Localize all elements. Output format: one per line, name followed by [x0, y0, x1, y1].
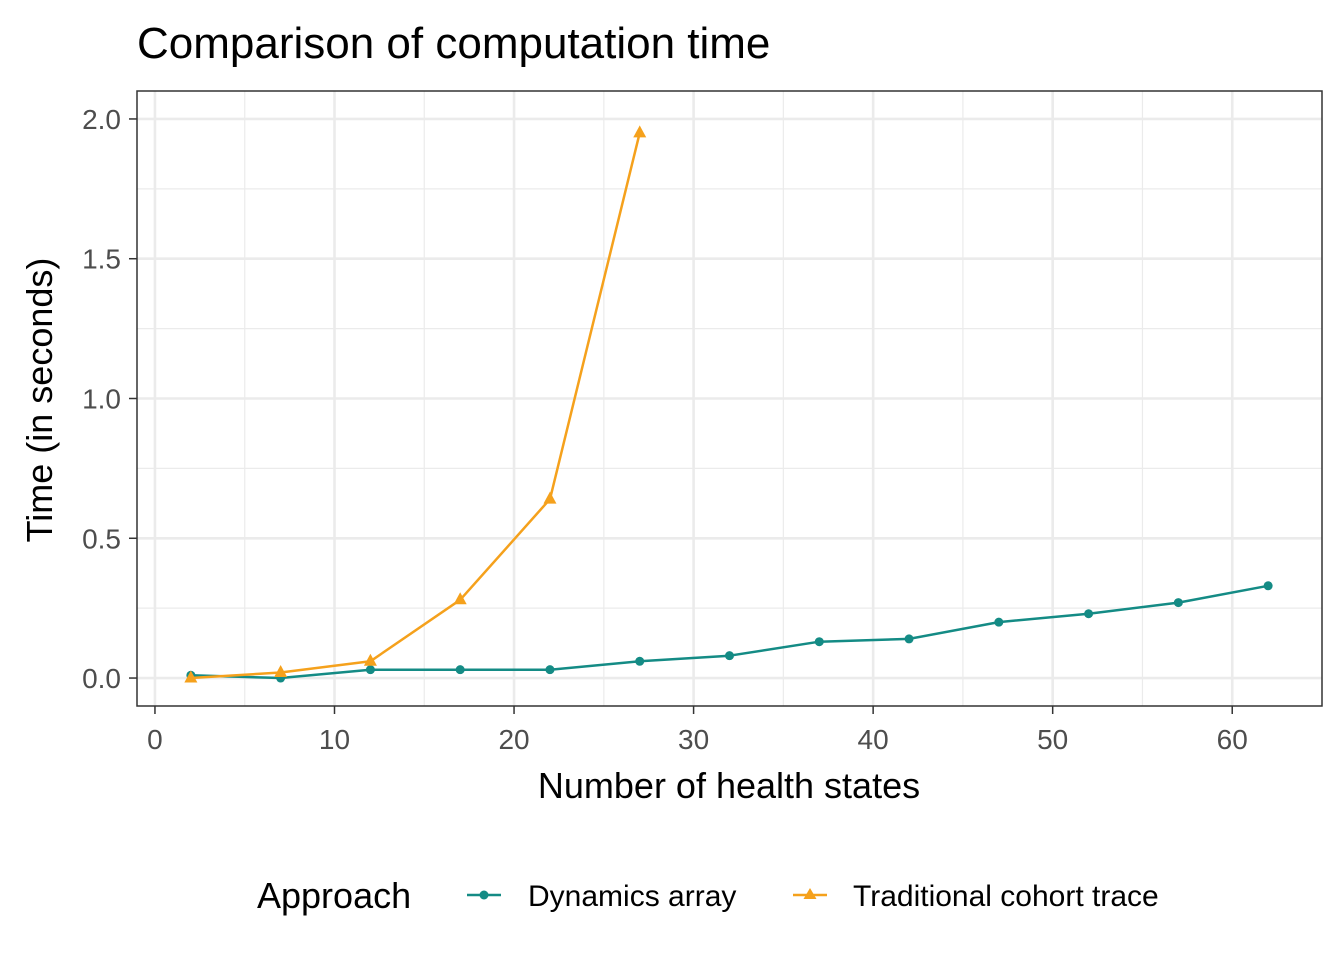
major-gridlines [137, 91, 1322, 706]
x-tick-label: 40 [858, 724, 889, 755]
data-point-dynamics-array [545, 665, 555, 675]
y-axis-ticks: 0.0 0.5 1.0 1.5 2.0 [82, 104, 137, 694]
data-point-traditional-cohort-trace [633, 125, 647, 138]
x-tick-label: 10 [319, 724, 350, 755]
legend-label-traditional-cohort-trace: Traditional cohort trace [853, 880, 1159, 913]
y-tick-label: 0.5 [82, 523, 121, 554]
legend-item-traditional-cohort-trace: Traditional cohort trace [793, 880, 1159, 913]
data-point-traditional-cohort-trace [274, 664, 288, 677]
legend-title: Approach [257, 875, 411, 916]
data-point-dynamics-array [1173, 598, 1183, 608]
data-point-dynamics-array [994, 617, 1004, 627]
x-tick-label: 30 [678, 724, 709, 755]
y-tick-label: 2.0 [82, 104, 121, 135]
series-layer [184, 125, 1273, 683]
y-tick-label: 1.0 [82, 384, 121, 415]
data-point-dynamics-array [1263, 581, 1273, 591]
x-axis-ticks: 0 10 20 30 40 50 60 [147, 706, 1248, 755]
data-point-traditional-cohort-trace [363, 653, 377, 666]
y-axis-title: Time (in seconds) [19, 258, 60, 543]
legend-label-dynamics-array: Dynamics array [528, 880, 736, 913]
legend-item-dynamics-array: Dynamics array [467, 880, 736, 913]
data-point-dynamics-array [725, 651, 734, 661]
y-tick-label: 0.0 [82, 663, 121, 694]
data-point-dynamics-array [635, 656, 645, 666]
data-point-dynamics-array [365, 665, 375, 675]
x-tick-label: 60 [1217, 724, 1248, 755]
x-tick-label: 50 [1037, 724, 1068, 755]
data-point-traditional-cohort-trace [453, 592, 467, 605]
data-point-traditional-cohort-trace [184, 670, 198, 683]
legend-key-marker-traditional-cohort-trace [803, 888, 817, 899]
x-tick-label: 0 [147, 724, 163, 755]
legend: Approach Dynamics array Traditional coho… [257, 875, 1159, 916]
data-point-dynamics-array [1084, 609, 1094, 619]
x-tick-label: 20 [498, 724, 529, 755]
y-tick-label: 1.5 [82, 244, 121, 275]
chart-title: Comparison of computation time [137, 19, 770, 68]
data-point-dynamics-array [814, 637, 824, 647]
data-point-dynamics-array [455, 665, 465, 675]
legend-key-marker-dynamics-array [479, 890, 489, 900]
data-point-dynamics-array [904, 634, 914, 644]
data-point-traditional-cohort-trace [543, 491, 557, 504]
series-line-traditional-cohort-trace [190, 132, 641, 680]
x-axis-title: Number of health states [538, 765, 920, 806]
